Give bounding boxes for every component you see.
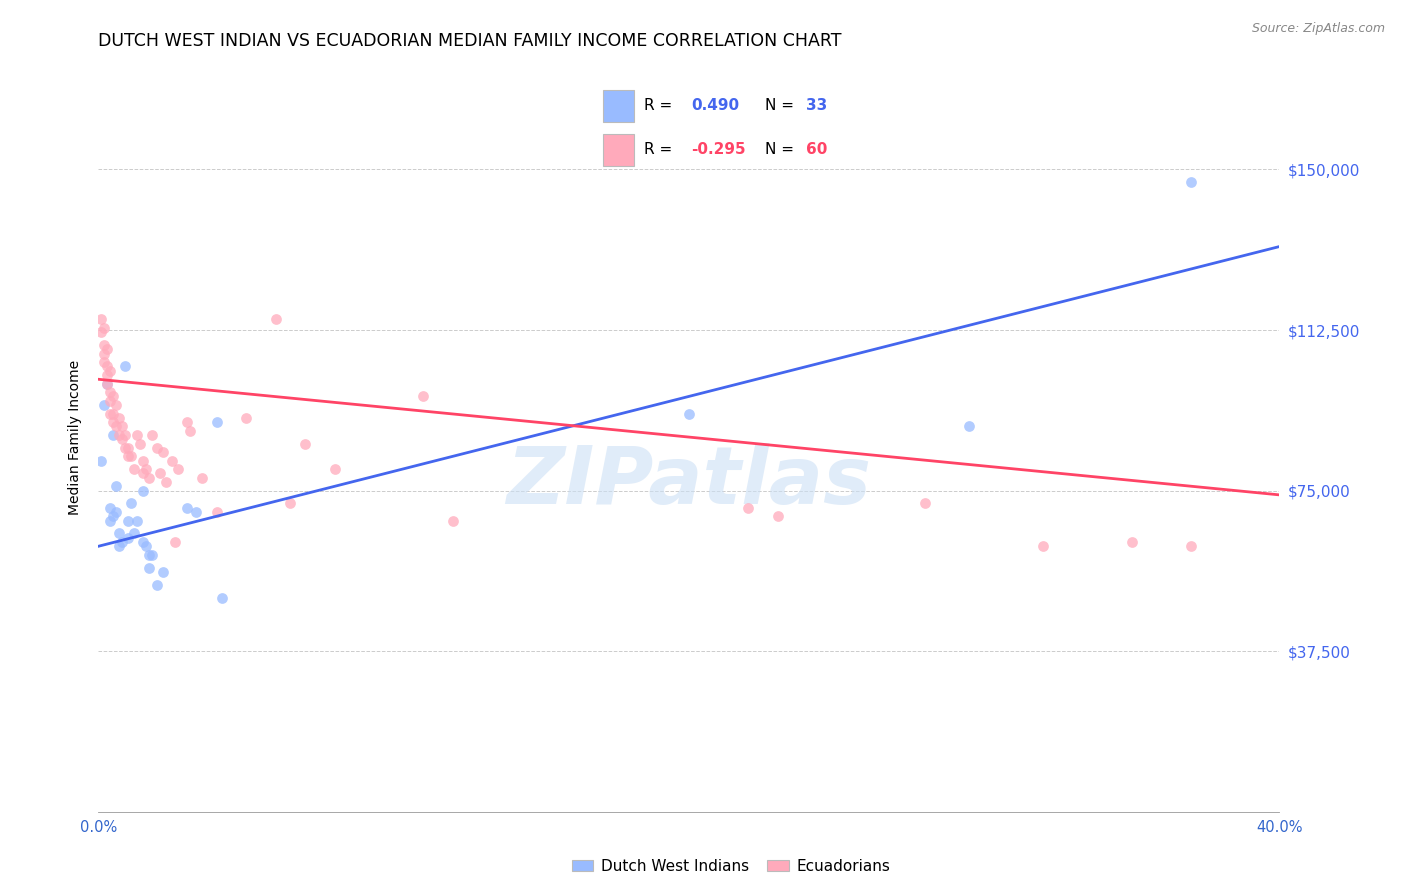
Point — [737, 500, 759, 515]
Point — [211, 591, 233, 605]
Point — [90, 325, 112, 339]
Point — [96, 343, 118, 357]
Point — [98, 514, 121, 528]
Text: Source: ZipAtlas.com: Source: ZipAtlas.com — [1251, 22, 1385, 36]
Point — [103, 407, 125, 421]
Point — [280, 496, 302, 510]
Point — [117, 441, 139, 455]
Point — [176, 500, 198, 515]
Point — [122, 526, 145, 541]
Point — [117, 514, 139, 528]
Point — [93, 398, 115, 412]
Point — [93, 321, 115, 335]
Point — [108, 410, 131, 425]
Point — [135, 539, 157, 553]
Point — [103, 389, 125, 403]
Point — [120, 496, 142, 510]
Point — [162, 453, 183, 467]
Point — [205, 505, 228, 519]
Point — [125, 428, 148, 442]
Point — [1032, 539, 1054, 553]
Point — [111, 419, 134, 434]
Point — [135, 462, 157, 476]
Point — [152, 445, 174, 459]
Point — [678, 407, 700, 421]
Point — [111, 535, 134, 549]
Point — [114, 359, 136, 374]
Point — [138, 560, 160, 574]
Point — [441, 514, 464, 528]
Point — [914, 496, 936, 510]
Point — [96, 359, 118, 374]
Text: ZIPatlas: ZIPatlas — [506, 443, 872, 521]
Point — [141, 428, 163, 442]
Text: DUTCH WEST INDIAN VS ECUADORIAN MEDIAN FAMILY INCOME CORRELATION CHART: DUTCH WEST INDIAN VS ECUADORIAN MEDIAN F… — [98, 32, 842, 50]
Point — [184, 505, 207, 519]
Point — [108, 526, 131, 541]
Point — [323, 462, 346, 476]
Point — [98, 500, 121, 515]
Point — [111, 432, 134, 446]
Point — [412, 389, 434, 403]
Point — [125, 514, 148, 528]
Point — [105, 505, 128, 519]
Point — [264, 312, 287, 326]
Point — [132, 467, 155, 481]
Point — [98, 407, 121, 421]
Point — [132, 453, 155, 467]
Point — [146, 441, 169, 455]
Legend: Dutch West Indians, Ecuadorians: Dutch West Indians, Ecuadorians — [565, 853, 897, 880]
Point — [191, 471, 214, 485]
Point — [179, 424, 201, 438]
Point — [103, 415, 125, 429]
Point — [235, 410, 257, 425]
Point — [167, 462, 190, 476]
Point — [176, 415, 198, 429]
Point — [1180, 539, 1202, 553]
Point — [98, 364, 121, 378]
Point — [149, 467, 172, 481]
Point — [155, 475, 177, 489]
Point — [766, 509, 789, 524]
Y-axis label: Median Family Income: Median Family Income — [67, 359, 82, 515]
Point — [1121, 535, 1143, 549]
Point — [117, 531, 139, 545]
Point — [120, 450, 142, 464]
Point — [146, 578, 169, 592]
Point — [117, 450, 139, 464]
Point — [93, 338, 115, 352]
Point — [294, 436, 316, 450]
Point — [132, 483, 155, 498]
Point — [90, 453, 112, 467]
Point — [90, 312, 112, 326]
Point — [128, 436, 150, 450]
Point — [959, 419, 981, 434]
Point — [96, 376, 118, 391]
Point — [141, 548, 163, 562]
Point — [105, 479, 128, 493]
Point — [165, 535, 187, 549]
Point — [108, 428, 131, 442]
Point — [205, 415, 228, 429]
Point — [105, 419, 128, 434]
Point — [103, 509, 125, 524]
Point — [103, 428, 125, 442]
Point — [98, 393, 121, 408]
Point — [114, 428, 136, 442]
Point — [152, 565, 174, 579]
Point — [132, 535, 155, 549]
Point — [96, 376, 118, 391]
Point — [105, 398, 128, 412]
Point — [93, 346, 115, 360]
Point — [1180, 175, 1202, 189]
Point — [138, 548, 160, 562]
Point — [93, 355, 115, 369]
Point — [138, 471, 160, 485]
Point — [98, 385, 121, 400]
Point — [108, 539, 131, 553]
Point — [122, 462, 145, 476]
Point — [96, 368, 118, 382]
Point — [114, 441, 136, 455]
